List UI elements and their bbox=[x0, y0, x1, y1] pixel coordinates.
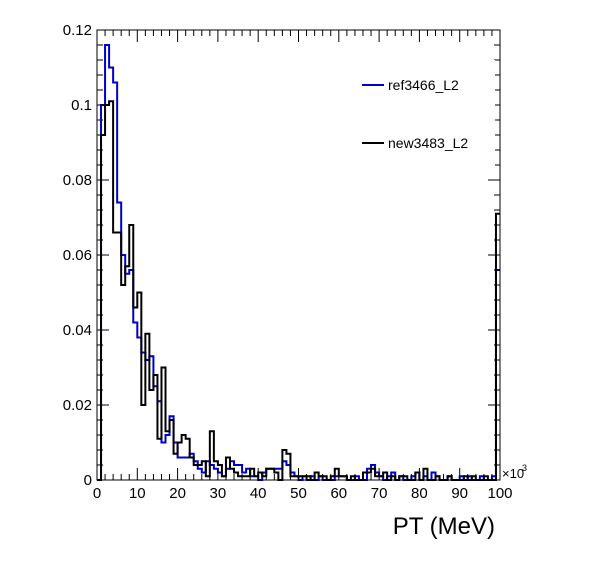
x-tick-label: 100 bbox=[487, 485, 512, 502]
x-tick-label: 0 bbox=[93, 485, 101, 502]
y-tick-label: 0.1 bbox=[71, 97, 92, 114]
legend: ref3466_L2 new3483_L2 bbox=[350, 60, 495, 170]
legend-label-new: new3483_L2 bbox=[388, 135, 468, 151]
x-multiplier-exponent: 3 bbox=[522, 463, 527, 473]
x-tick-label: 80 bbox=[411, 485, 428, 502]
legend-box bbox=[350, 60, 495, 170]
y-tick-label: 0 bbox=[84, 472, 92, 489]
y-tick-label: 0.12 bbox=[63, 22, 92, 39]
x-tick-label: 10 bbox=[129, 485, 146, 502]
x-tick-label: 20 bbox=[169, 485, 186, 502]
y-tick-label: 0.04 bbox=[63, 322, 92, 339]
x-tick-label: 30 bbox=[210, 485, 227, 502]
x-tick-label: 40 bbox=[250, 485, 267, 502]
y-tick-label: 0.02 bbox=[63, 397, 92, 414]
plot-frame bbox=[96, 29, 501, 481]
x-tick-label: 60 bbox=[330, 485, 347, 502]
x-tick-label: 50 bbox=[290, 485, 307, 502]
x-axis-title: PT (MeV) bbox=[393, 513, 495, 540]
y-tick-label: 0.06 bbox=[63, 247, 92, 264]
x-tick-label: 70 bbox=[371, 485, 388, 502]
legend-label-ref: ref3466_L2 bbox=[388, 77, 459, 93]
y-tick-label: 0.08 bbox=[63, 172, 92, 189]
x-tick-label: 90 bbox=[451, 485, 468, 502]
x-multiplier: ×10 bbox=[502, 466, 524, 481]
tick-labels: 0 10 20 30 40 50 60 70 80 90 100 0 0.02 0.04 0.06 0.08 0… bbox=[63, 22, 513, 502]
